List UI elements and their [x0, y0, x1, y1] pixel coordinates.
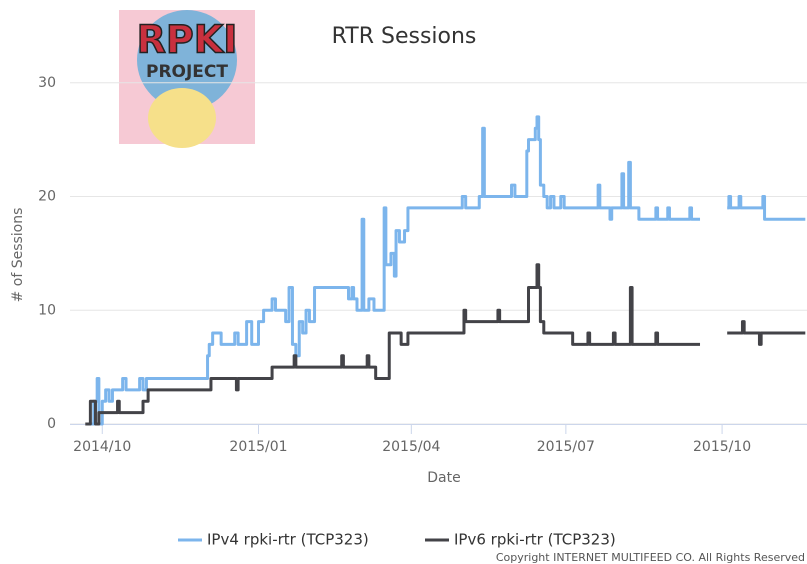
copyright: Copyright INTERNET MULTIFEED CO. All Rig…: [496, 551, 805, 564]
logo-text: RPKI: [137, 18, 238, 62]
x-tick-label: 2015/10: [693, 439, 751, 455]
series-line: [85, 263, 806, 426]
x-tick-label: 2014/10: [73, 439, 131, 455]
logo: RPKI PROJECT: [119, 10, 255, 148]
y-tick-label: 0: [47, 416, 56, 432]
y-axis-title: # of Sessions: [10, 208, 26, 303]
legend-label: IPv4 rpki-rtr (TCP323): [207, 531, 369, 549]
x-tick-label: 2015/04: [382, 439, 440, 455]
logo-globe: [137, 10, 237, 110]
x-axis-title: Date: [427, 470, 460, 486]
series-line: [90, 115, 806, 426]
logo-figure: [148, 88, 216, 148]
y-tick-label: 20: [38, 189, 56, 205]
logo-subtext: PROJECT: [146, 62, 228, 82]
y-tick-label: 30: [38, 75, 56, 91]
legend-label: IPv6 rpki-rtr (TCP323): [454, 531, 616, 549]
x-tick-label: 2015/07: [537, 439, 595, 455]
chart-title: RTR Sessions: [332, 24, 477, 49]
y-tick-label: 10: [38, 302, 56, 318]
x-tick-label: 2015/01: [229, 439, 287, 455]
